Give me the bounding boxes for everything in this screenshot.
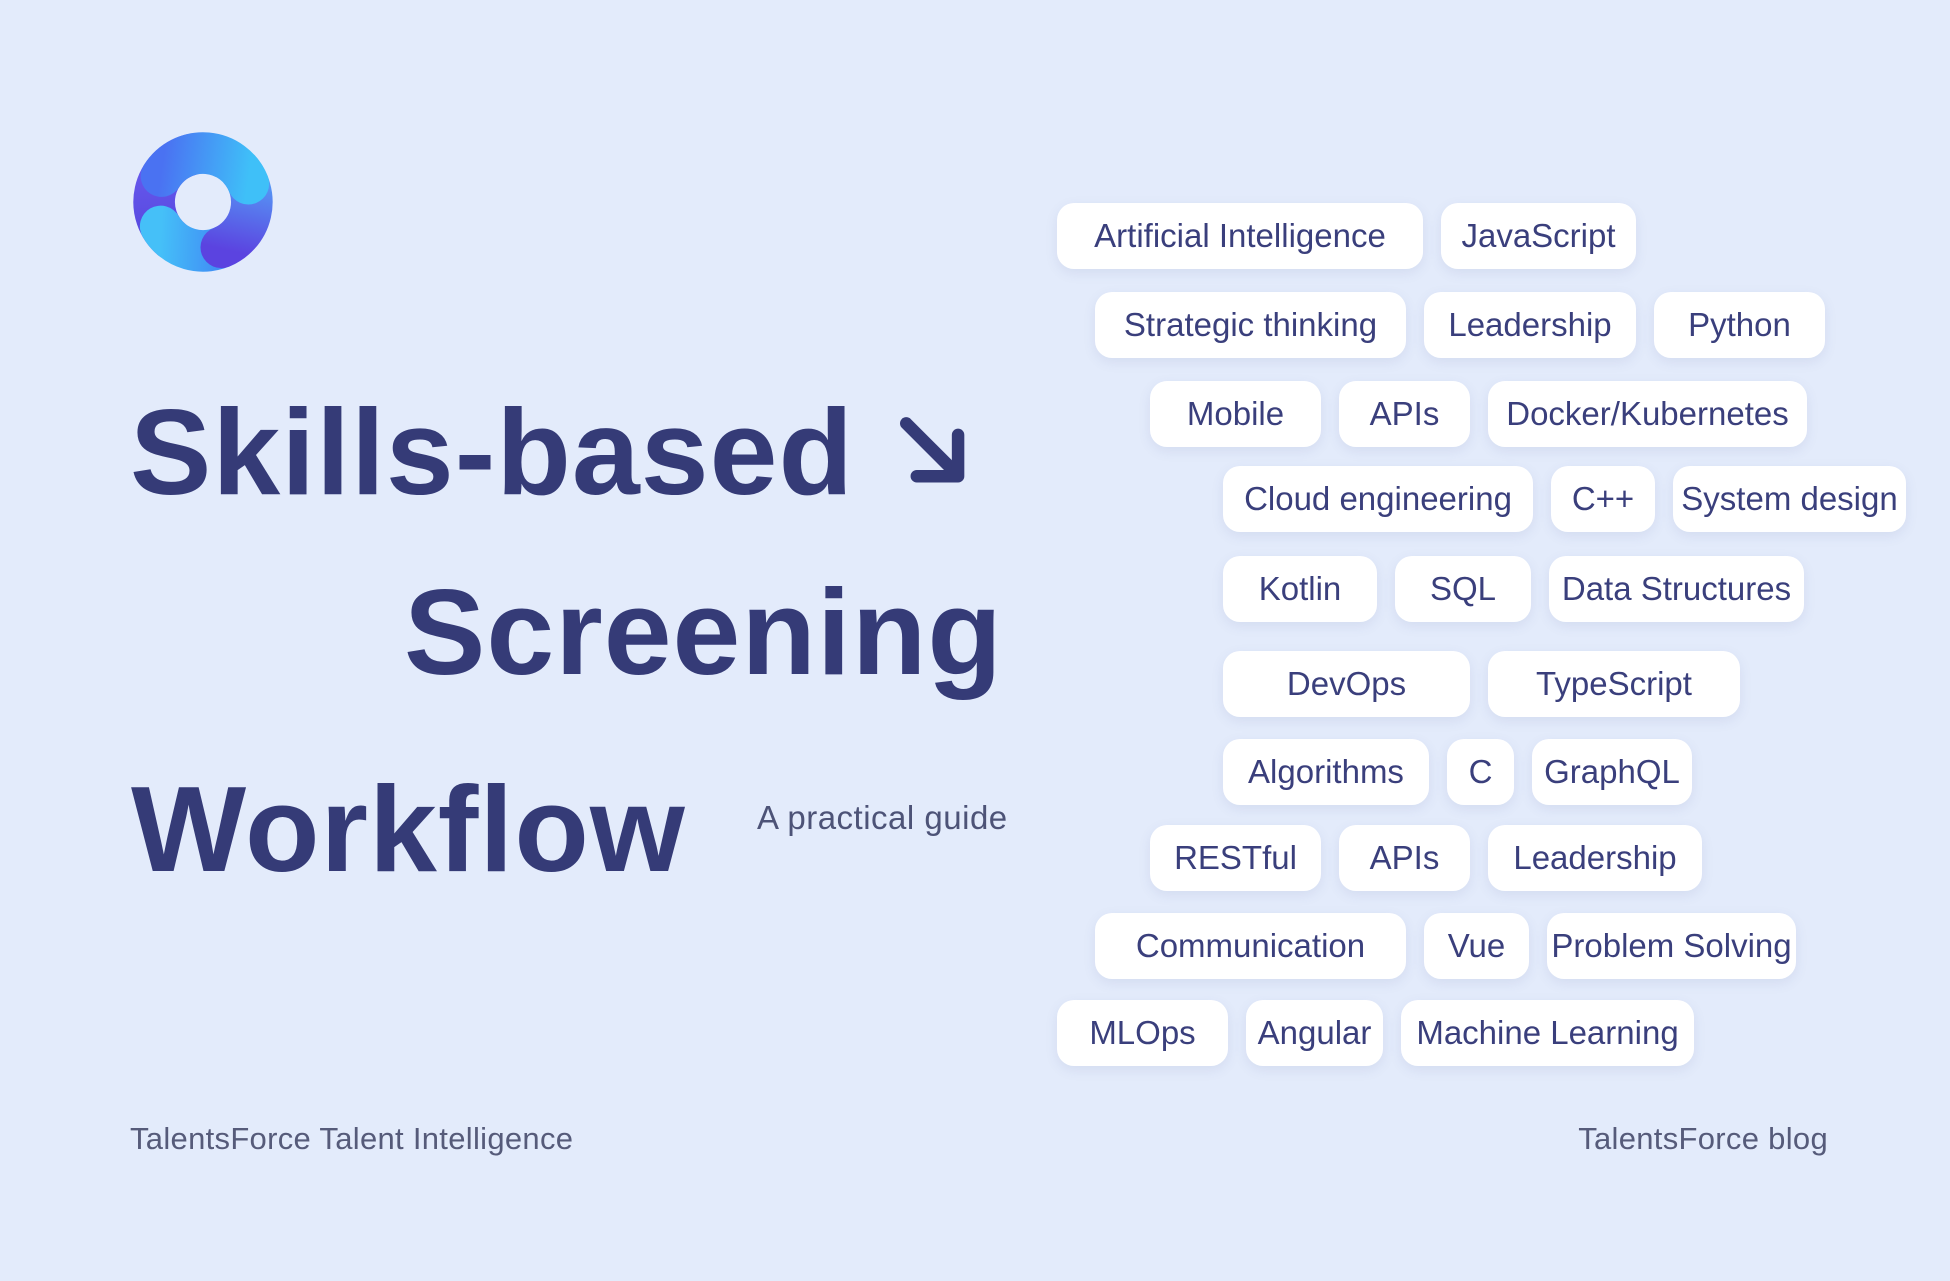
skill-tag-row: Artificial Intelligence JavaScript [1057,203,1636,269]
skill-tag: Algorithms [1223,739,1429,805]
skill-tag-row: Cloud engineering C++ System design [1223,466,1906,532]
skill-tag: Strategic thinking [1095,292,1406,358]
skill-tag-row: DevOps TypeScript [1223,651,1740,717]
skill-tag: Angular [1246,1000,1383,1066]
page-title-word-2: Screening [404,564,1003,700]
page-title-word-3: Workflow [131,761,686,897]
title-line-1: Skills-based [130,391,984,513]
skill-tag-row: Kotlin SQL Data Structures [1223,556,1804,622]
skill-tag: Kotlin [1223,556,1377,622]
skill-tag: Leadership [1424,292,1636,358]
skill-tag: Python [1654,292,1825,358]
skill-tag: Mobile [1150,381,1321,447]
skill-tag: Communication [1095,913,1406,979]
skill-tag-row: Algorithms C GraphQL [1223,739,1692,805]
skill-tag: APIs [1339,381,1470,447]
skill-tag: APIs [1339,825,1470,891]
page-title-word-1: Skills-based [130,384,854,520]
skill-tag-row: Strategic thinking Leadership Python [1095,292,1825,358]
skill-tag: C [1447,739,1514,805]
skill-tag: Artificial Intelligence [1057,203,1423,269]
skill-tag: Cloud engineering [1223,466,1533,532]
footer-brand-caption: TalentsForce Talent Intelligence [130,1121,574,1156]
arrow-down-right-icon [899,417,965,483]
footer-blog-caption: TalentsForce blog [1578,1121,1828,1156]
skill-tag: Leadership [1488,825,1702,891]
skill-tag-row: Mobile APIs Docker/Kubernetes [1150,381,1807,447]
skill-tag: Data Structures [1549,556,1804,622]
subtitle: A practical guide [757,799,1008,836]
skill-tag: C++ [1551,466,1655,532]
talentsforce-logo-icon [133,132,273,272]
skill-tag: TypeScript [1488,651,1740,717]
skill-tag: JavaScript [1441,203,1636,269]
skill-tag: Docker/Kubernetes [1488,381,1807,447]
skill-tag: GraphQL [1532,739,1692,805]
skill-tag-row: MLOps Angular Machine Learning [1057,1000,1694,1066]
skill-tag-row: RESTful APIs Leadership [1150,825,1702,891]
skill-tag: DevOps [1223,651,1470,717]
skill-tag: Machine Learning [1401,1000,1694,1066]
skill-tag: System design [1673,466,1906,532]
skill-tag: MLOps [1057,1000,1228,1066]
skill-tag: Problem Solving [1547,913,1796,979]
skill-tag: Vue [1424,913,1529,979]
skill-tag: SQL [1395,556,1531,622]
skill-tag-row: Communication Vue Problem Solving [1095,913,1796,979]
skill-tag: RESTful [1150,825,1321,891]
